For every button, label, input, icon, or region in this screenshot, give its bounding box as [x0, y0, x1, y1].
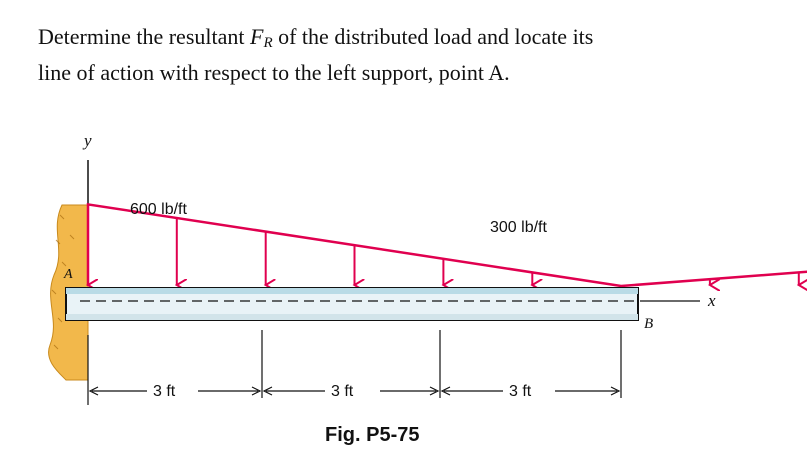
load-label-300: 300 lb/ft	[490, 219, 547, 236]
resultant-subscript: R	[263, 35, 273, 51]
distributed-load	[86, 202, 807, 288]
figure-caption: Fig. P5-75	[325, 424, 419, 446]
dimension-label-1: 3 ft	[153, 383, 176, 400]
dimension-label-3: 3 ft	[509, 383, 532, 400]
support-label-a: A	[63, 267, 73, 282]
x-axis-label: x	[707, 291, 716, 310]
end-label-b: B	[644, 316, 653, 332]
problem-statement: Determine the resultant FR of the distri…	[38, 22, 778, 88]
dimension-label-2: 3 ft	[331, 383, 354, 400]
load-label-600: 600 lb/ft	[130, 201, 187, 218]
y-axis-label: y	[82, 131, 92, 150]
dimension-lines	[87, 330, 622, 405]
resultant-symbol: F	[249, 24, 264, 49]
problem-text-before: Determine the resultant	[38, 24, 250, 49]
problem-line-2: line of action with respect to the left …	[38, 60, 510, 85]
beam-top-flange	[66, 288, 638, 294]
problem-text-after: of the distributed load and locate its	[272, 24, 594, 49]
load-outline	[86, 202, 807, 288]
beam-bottom-shade	[66, 314, 638, 320]
problem-line-1: Determine the resultant FR of the distri…	[38, 22, 778, 58]
